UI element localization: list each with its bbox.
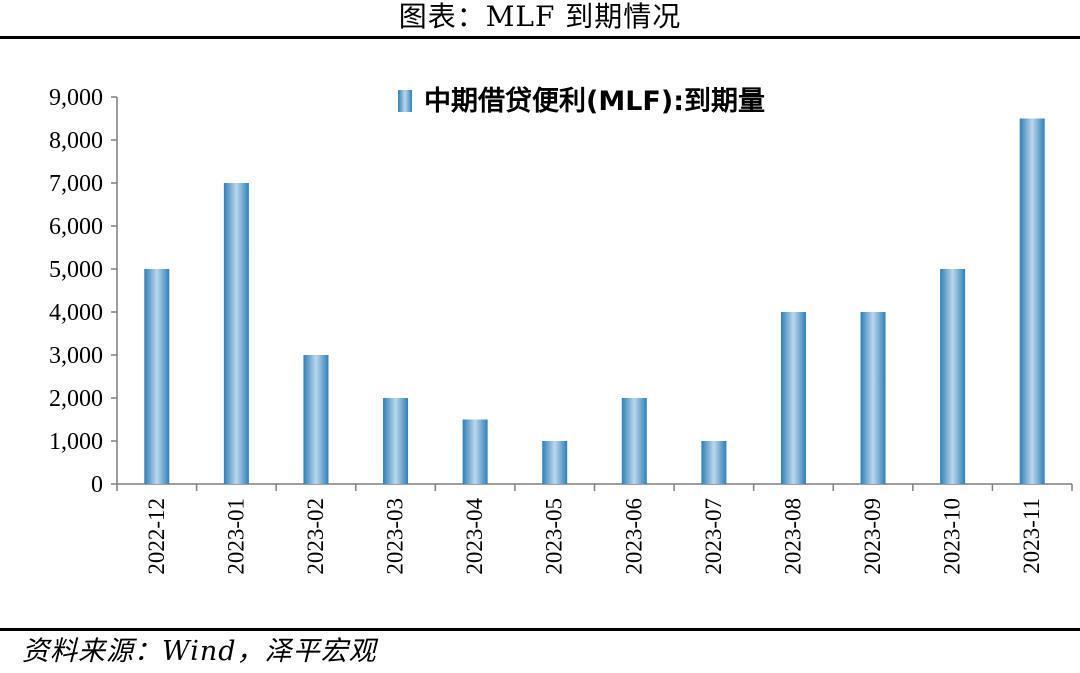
y-tick-label: 5,000: [49, 257, 103, 283]
source-rule: [0, 628, 1080, 631]
y-tick-label: 6,000: [49, 214, 103, 240]
x-tick-label: 2023-06: [621, 498, 646, 575]
x-tick-label: 2023-04: [462, 498, 487, 575]
x-tick-label: 2023-11: [1019, 498, 1044, 574]
y-tick-label: 2,000: [49, 386, 103, 412]
bar-2023-08: [780, 312, 806, 484]
bar-2023-01: [223, 183, 249, 484]
y-tick-label: 7,000: [49, 171, 103, 197]
x-tick-label: 2023-10: [940, 498, 965, 575]
axes: [111, 96, 1073, 491]
bar-2022-12: [144, 269, 170, 484]
bar-2023-05: [542, 441, 568, 484]
bar-2023-10: [940, 269, 966, 484]
x-tick-label: 2023-02: [303, 498, 328, 575]
legend-label: 中期借贷便利(MLF):到期量: [424, 86, 765, 117]
mlf-bar-chart: 中期借贷便利(MLF):到期量 0 1,000 2,000 3,000 4,000 5,0…: [49, 85, 1073, 575]
x-tick-label: 2023-05: [542, 498, 567, 575]
y-tick-label: 8,000: [49, 128, 103, 154]
x-tick-label: 2023-01: [223, 498, 248, 575]
legend-swatch: [398, 90, 412, 112]
legend: 中期借贷便利(MLF):到期量: [398, 86, 765, 117]
x-tick-label: 2022-12: [144, 498, 169, 575]
bar-2023-04: [462, 419, 488, 484]
bar-2023-03: [383, 398, 409, 484]
bars: [144, 118, 1045, 484]
y-tick-label: 3,000: [49, 343, 103, 369]
bar-2023-11: [1019, 118, 1045, 484]
y-tick-labels: 0 1,000 2,000 3,000 4,000 5,000 6,000 7,000 8,00…: [49, 85, 103, 498]
x-tick-label: 2023-07: [701, 498, 726, 575]
y-tick-label: 1,000: [49, 429, 103, 455]
title-rule: [0, 36, 1080, 39]
y-tick-label: 4,000: [49, 300, 103, 326]
x-tick-labels: 2022-12 2023-01 2023-02 2023-03 2023-04 2023-…: [144, 498, 1044, 575]
bar-2023-06: [621, 398, 647, 484]
x-tick-label: 2023-09: [860, 498, 885, 575]
y-tick-label: 9,000: [49, 85, 103, 111]
x-tick-label: 2023-08: [780, 498, 805, 575]
x-tick-label: 2023-03: [383, 498, 408, 575]
y-tick-label: 0: [91, 472, 103, 498]
source-note: 资料来源：Wind，泽平宏观: [22, 636, 377, 667]
bar-2023-07: [701, 441, 727, 484]
bar-2023-02: [303, 355, 329, 484]
chart-title: 图表：MLF 到期情况: [398, 0, 682, 33]
bar-2023-09: [860, 312, 886, 484]
